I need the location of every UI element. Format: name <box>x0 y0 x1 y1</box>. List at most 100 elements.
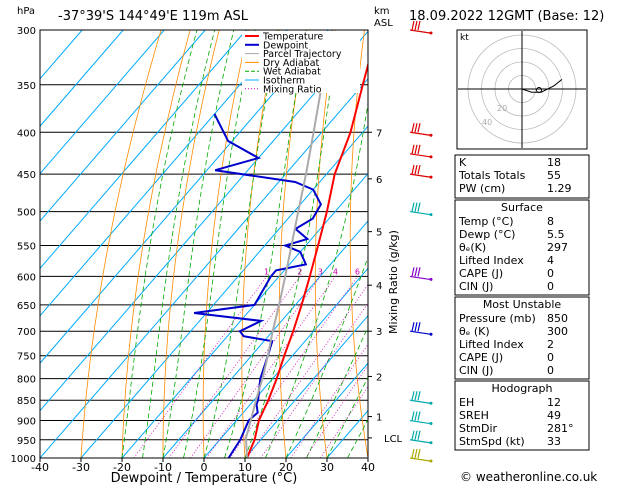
asl-label: ASL <box>374 18 393 29</box>
wind-barb-flag <box>417 123 421 133</box>
mixing-ratio-line-6 <box>229 276 358 458</box>
km-tick-label: 3 <box>376 327 382 338</box>
wind-barb <box>409 399 431 404</box>
wind-barb-flag <box>411 202 415 212</box>
mixing-ratio-label: 2 <box>297 267 302 276</box>
mixing-ratio-line-10 <box>260 302 368 458</box>
hodograph-ring-label: 20 <box>497 104 507 113</box>
surface-table-label: Temp (°C) <box>458 215 514 228</box>
isotherm--80 <box>40 30 247 270</box>
indices-table: K 18 Totals Totals 55 PW (cm) 1.29 <box>454 154 590 199</box>
km-tick-label: 4 <box>376 281 382 292</box>
hodograph-table-label: EH <box>459 396 474 409</box>
surface-table-label: CIN (J) <box>459 280 493 293</box>
pressure-tick-label: 750 <box>17 352 36 363</box>
mixing-ratio-line-25 <box>319 386 368 458</box>
most-unstable-table-title: Most Unstable <box>483 298 562 311</box>
km-tick-label: 6 <box>376 175 382 186</box>
isotherm--50 <box>40 30 368 412</box>
legend-background <box>242 31 360 93</box>
km-tick-label: LCL <box>384 434 403 445</box>
most-unstable-table-label: θₑ (K) <box>459 325 490 338</box>
most-unstable-table-value: 0 <box>547 364 554 377</box>
pressure-tick-label: 450 <box>17 170 36 181</box>
wind-barb-flag <box>411 144 415 154</box>
pressure-axis: 300 350 400 450 500 550 600 650 700 750 800 850 900 9… <box>11 26 36 465</box>
wind-barb <box>409 153 431 158</box>
isotherm-20 <box>285 362 368 458</box>
mixing-ratio-line-3 <box>190 276 321 458</box>
dry-adiabat--20 <box>121 30 191 458</box>
temperature-tick-label: 30 <box>320 461 334 474</box>
hodograph-unit-label: kt <box>460 33 469 43</box>
wind-barb-flag <box>411 20 415 31</box>
dry-adiabat-0 <box>202 30 249 458</box>
wind-barb-flag <box>417 322 421 332</box>
indices-table-label: PW (cm) <box>459 182 505 195</box>
dry-adiabat--30 <box>80 30 162 458</box>
wind-barb-flag <box>414 123 418 133</box>
wind-barb-dot <box>429 31 433 35</box>
copyright: © weatheronline.co.uk <box>460 470 597 484</box>
wind-barb-dot <box>429 401 433 405</box>
mixing-ratio-line-8 <box>246 283 368 458</box>
pressure-tick-label: 650 <box>17 301 36 312</box>
wind-barb <box>409 131 431 136</box>
wind-barb-flag <box>414 202 418 212</box>
hodograph-table-frame <box>454 380 590 451</box>
temperature-tick-label: 10 <box>238 461 252 474</box>
wind-barb-flag <box>414 448 418 459</box>
mixing-ratio-label: 20 <box>423 267 433 276</box>
wind-barb-flag <box>414 411 418 421</box>
legend-entry: Mixing Ratio <box>263 84 322 95</box>
hodograph-table-label: StmDir <box>459 422 498 435</box>
wind-barb-flag <box>414 391 418 401</box>
wind-barb-flag <box>417 165 421 175</box>
wind-barb-flag <box>417 267 421 277</box>
dry-adiabat-60 <box>417 30 450 458</box>
wet-adiabat-lines <box>121 30 368 458</box>
mixing-ratio-label: 8 <box>371 267 376 276</box>
wind-barb-flag <box>414 144 418 154</box>
hodograph: kt 40 20 <box>456 29 588 150</box>
pressure-tick-label: 300 <box>17 26 36 37</box>
dry-adiabat-40 <box>349 30 368 458</box>
legend-entry: Dewpoint <box>263 40 308 51</box>
wet-adiabat-15 <box>265 100 368 458</box>
wind-barb-dot <box>429 133 433 137</box>
temperature-tick-label: 20 <box>279 461 293 474</box>
wind-barb-flag <box>417 20 421 31</box>
surface-table-label: Dewp (°C) <box>459 228 515 241</box>
temperature-tick-label: 0 <box>201 461 208 474</box>
surface-table-value: 0 <box>547 267 554 280</box>
pressure-tick-label: 800 <box>17 375 36 386</box>
wind-barb-flag <box>417 448 421 459</box>
wind-barb-dot <box>429 459 433 463</box>
profile-series <box>193 30 368 458</box>
mixing-ratio-label: 3 <box>318 267 323 276</box>
hodograph-table: Hodograph EH 12 SREH 49 StmDir 281° StmSpd (kt)… <box>454 380 590 451</box>
km-label: km <box>374 6 390 17</box>
hodograph-ring-label: 40 <box>482 118 492 127</box>
legend-entry: Dry Adiabat <box>263 58 320 69</box>
indices-table-label: Totals Totals <box>458 169 526 182</box>
wind-barb <box>409 210 431 216</box>
temperature-tick-label: -10 <box>154 461 172 474</box>
indices-tables: K 18 Totals Totals 55 PW (cm) 1.29 SurfaceTemp… <box>454 154 590 451</box>
surface-table-label: Lifted Index <box>459 254 524 267</box>
wind-barb <box>409 330 431 335</box>
most-unstable-table-value: 850 <box>547 312 568 325</box>
most-unstable-table-value: 2 <box>547 338 554 351</box>
wind-barb-flag <box>411 430 415 440</box>
isotherm--30 <box>80 125 368 458</box>
wind-barb-dot <box>429 213 433 217</box>
legend-entry: Parcel Trajectory <box>263 49 342 60</box>
wind-barb-flag <box>414 267 418 277</box>
wet-adiabat-20 <box>285 255 368 458</box>
hodograph-table-label: StmSpd (kt) <box>459 435 525 448</box>
wet-adiabat-25 <box>306 326 368 458</box>
mixing-ratio-label: 1 <box>264 267 269 276</box>
wind-barb-flag <box>414 20 418 31</box>
